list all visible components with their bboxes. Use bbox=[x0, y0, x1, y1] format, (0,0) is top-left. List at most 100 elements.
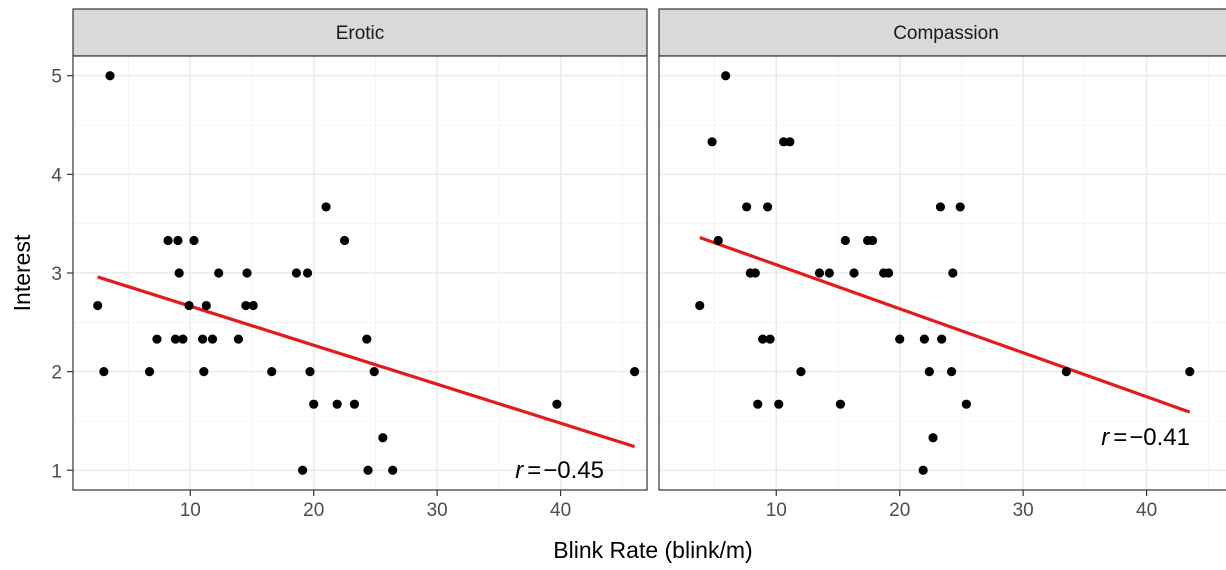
data-point bbox=[774, 399, 784, 409]
data-point bbox=[758, 334, 768, 344]
data-point bbox=[152, 334, 162, 344]
data-point bbox=[884, 268, 894, 278]
data-point bbox=[695, 300, 705, 311]
correlation-equals: = bbox=[527, 457, 541, 484]
strip-compassion-label: Compassion bbox=[893, 23, 999, 44]
data-point bbox=[849, 268, 859, 278]
data-point bbox=[924, 367, 934, 377]
data-point bbox=[267, 367, 277, 377]
correlation-r-symbol: r bbox=[1101, 424, 1110, 451]
panel-erotic: Erotic 10 20 30 40 r =−0.45 bbox=[72, 8, 648, 521]
data-point bbox=[163, 235, 173, 246]
data-point bbox=[946, 367, 957, 377]
data-point bbox=[378, 433, 388, 443]
data-point bbox=[937, 334, 947, 344]
data-point bbox=[955, 202, 965, 212]
data-point bbox=[796, 367, 806, 377]
data-point bbox=[184, 300, 194, 311]
data-point bbox=[198, 334, 208, 344]
data-point bbox=[765, 334, 775, 344]
data-point bbox=[552, 399, 562, 409]
panel-compassion-points bbox=[695, 71, 1195, 475]
y-axis-title: Interest bbox=[9, 234, 35, 311]
data-point bbox=[814, 268, 825, 278]
data-point bbox=[388, 465, 398, 475]
panel-erotic-grid bbox=[73, 56, 647, 490]
x-tick-label: 40 bbox=[550, 500, 571, 521]
y-tick-label: 2 bbox=[51, 363, 62, 384]
data-point bbox=[248, 300, 258, 311]
panel-compassion: Compassion 10 20 30 40 r =−0.41 bbox=[658, 8, 1226, 521]
data-point bbox=[214, 268, 224, 278]
correlation-value: −0.41 bbox=[1129, 424, 1190, 451]
y-tick-label: 1 bbox=[51, 461, 62, 482]
data-point bbox=[233, 334, 244, 344]
y-tick-label: 4 bbox=[51, 165, 62, 186]
panel-compassion-x-ticks: 10 20 30 40 bbox=[766, 490, 1157, 521]
data-point bbox=[105, 71, 115, 81]
data-point bbox=[707, 137, 717, 147]
data-point bbox=[918, 465, 928, 475]
panel-compassion-correlation-label: r =−0.41 bbox=[1101, 424, 1190, 451]
correlation-equals: = bbox=[1113, 424, 1127, 451]
data-point bbox=[742, 202, 752, 212]
data-point bbox=[302, 268, 313, 278]
data-point bbox=[895, 334, 905, 344]
x-tick-label: 20 bbox=[303, 500, 324, 521]
data-point bbox=[201, 300, 211, 311]
correlation-value: −0.45 bbox=[543, 457, 604, 484]
data-point bbox=[935, 202, 946, 212]
data-point bbox=[241, 300, 251, 311]
data-point bbox=[174, 268, 184, 278]
panel-erotic-correlation-label: r =−0.45 bbox=[515, 457, 604, 484]
strip-erotic-background bbox=[72, 8, 648, 57]
panel-compassion-grid bbox=[659, 56, 1226, 490]
data-point bbox=[99, 367, 109, 377]
data-point bbox=[753, 399, 763, 409]
data-point bbox=[867, 235, 878, 246]
strip-erotic-label: Erotic bbox=[336, 23, 385, 44]
data-point bbox=[713, 235, 723, 246]
data-point bbox=[721, 71, 731, 81]
data-point bbox=[785, 137, 795, 147]
data-point bbox=[173, 235, 183, 246]
data-point bbox=[144, 367, 155, 377]
panel-erotic-points bbox=[93, 71, 640, 475]
data-point bbox=[961, 399, 971, 409]
data-point bbox=[630, 367, 640, 377]
data-point bbox=[835, 399, 846, 409]
y-tick-label: 5 bbox=[51, 67, 62, 88]
data-point bbox=[840, 235, 850, 246]
correlation-r-symbol: r bbox=[515, 457, 524, 484]
x-tick-label: 40 bbox=[1136, 500, 1157, 521]
x-tick-label: 30 bbox=[427, 500, 448, 521]
y-tick-label: 3 bbox=[51, 264, 62, 285]
x-axis-title: Blink Rate (blink/m) bbox=[553, 537, 752, 563]
data-point bbox=[1185, 367, 1195, 377]
data-point bbox=[305, 367, 315, 377]
data-point bbox=[948, 268, 958, 278]
data-point bbox=[332, 399, 342, 409]
data-point bbox=[763, 202, 773, 212]
x-tick-label: 10 bbox=[766, 500, 787, 521]
data-point bbox=[242, 268, 252, 278]
data-point bbox=[93, 300, 103, 311]
x-tick-label: 30 bbox=[1013, 500, 1034, 521]
y-axis-ticks: 1 2 3 4 5 bbox=[51, 67, 73, 482]
data-point bbox=[1061, 367, 1071, 377]
data-point bbox=[928, 433, 938, 443]
data-point bbox=[309, 399, 319, 409]
data-point bbox=[178, 334, 188, 344]
panel-erotic-x-ticks: 10 20 30 40 bbox=[180, 490, 571, 521]
x-tick-label: 10 bbox=[180, 500, 201, 521]
data-point bbox=[750, 268, 760, 278]
strip-compassion-background bbox=[658, 8, 1226, 57]
data-point bbox=[199, 367, 209, 377]
data-point bbox=[189, 235, 199, 246]
data-point bbox=[321, 202, 331, 212]
data-point bbox=[170, 334, 181, 344]
data-point bbox=[339, 235, 350, 246]
data-point bbox=[362, 334, 372, 344]
data-point bbox=[919, 334, 929, 344]
data-point bbox=[824, 268, 834, 278]
